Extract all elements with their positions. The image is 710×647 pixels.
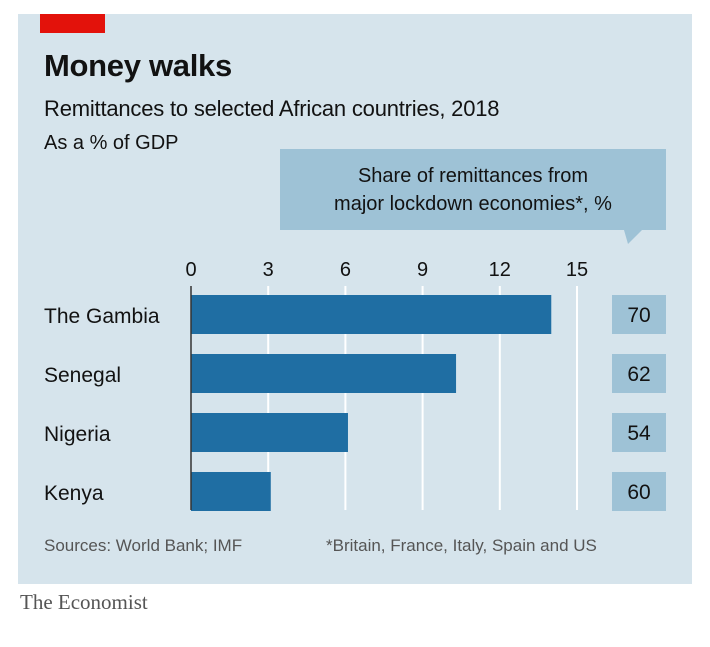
share-callout-line-1: Share of remittances from	[358, 165, 588, 187]
footnote: *Britain, France, Italy, Spain and US	[326, 536, 597, 555]
bar-0	[191, 295, 552, 334]
x-tick-label-9: 9	[417, 259, 428, 281]
bar-chart: Share of remittances from major lockdown …	[44, 149, 666, 511]
chart-subtitle: Remittances to selected African countrie…	[44, 96, 500, 121]
share-value-3: 60	[627, 481, 650, 504]
x-tick-label-3: 3	[263, 259, 274, 281]
x-tick-label-12: 12	[489, 259, 511, 281]
chart-title: Money walks	[44, 48, 232, 83]
x-tick-label-15: 15	[566, 259, 588, 281]
category-label-3: Kenya	[44, 482, 104, 505]
share-box-0	[612, 295, 666, 334]
share-box-1	[612, 354, 666, 393]
share-value-2: 54	[627, 422, 651, 445]
chart-panel: Money walks Remittances to selected Afri…	[18, 14, 692, 584]
share-box-2	[612, 413, 666, 452]
share-callout-box	[280, 149, 666, 244]
share-box-3	[612, 472, 666, 511]
bar-3	[191, 472, 271, 511]
category-label-0: The Gambia	[44, 305, 160, 328]
share-value-1: 62	[627, 363, 650, 386]
brand-logo: The Economist	[20, 590, 148, 614]
category-label-1: Senegal	[44, 364, 121, 387]
bar-2	[191, 413, 348, 452]
share-value-0: 70	[627, 304, 650, 327]
x-tick-label-0: 0	[185, 259, 196, 281]
economist-red-tab	[40, 14, 105, 33]
share-callout-line-2: major lockdown economies*, %	[334, 193, 612, 215]
category-label-2: Nigeria	[44, 423, 111, 446]
x-tick-label-6: 6	[340, 259, 351, 281]
bar-1	[191, 354, 457, 393]
chart-unit-label: As a % of GDP	[44, 132, 179, 154]
sources-note: Sources: World Bank; IMF	[44, 536, 243, 555]
